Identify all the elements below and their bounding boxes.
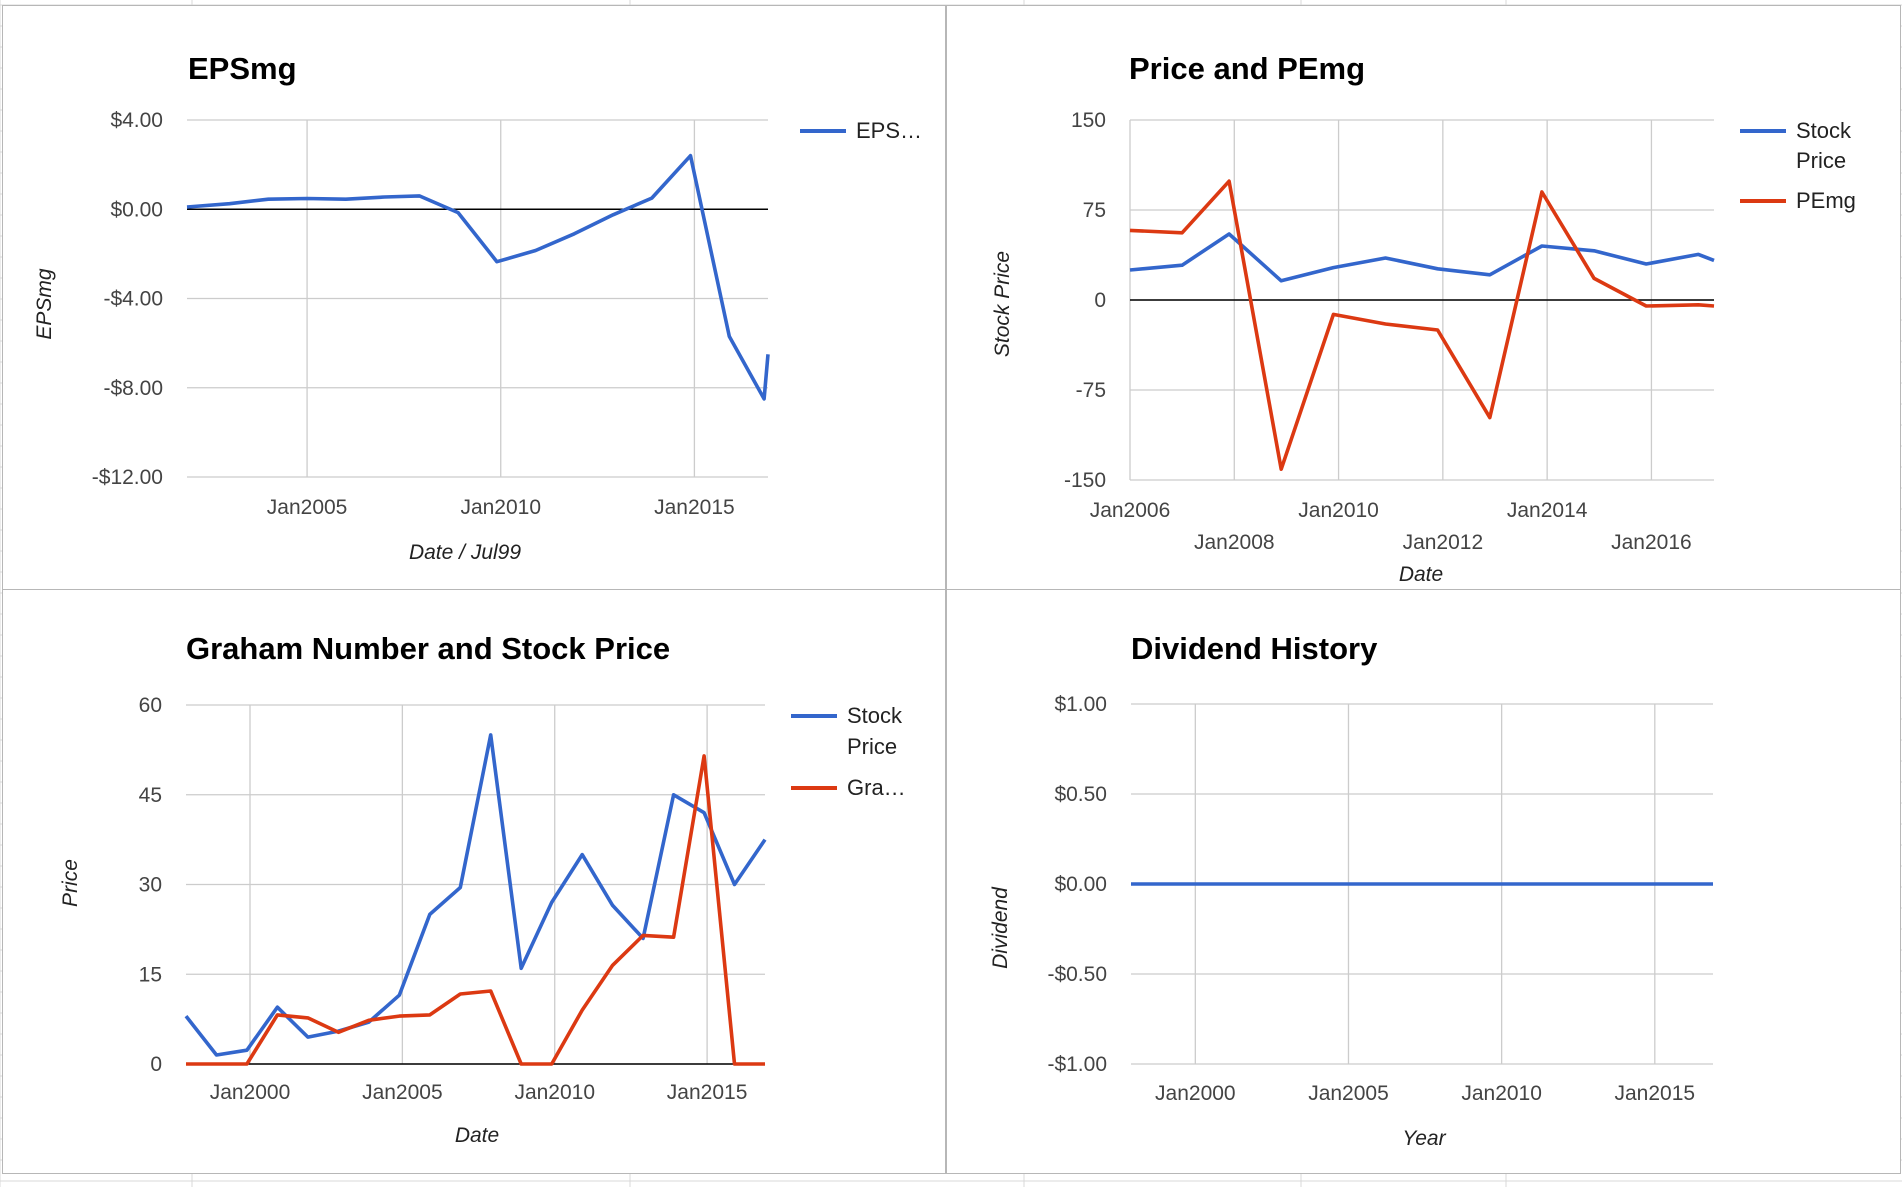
legend-entry: Price — [847, 734, 897, 759]
legend-entry: PEmg — [1796, 188, 1856, 213]
y-tick-label: 30 — [139, 874, 162, 897]
y-tick-label: -$8.00 — [103, 377, 163, 400]
series-line-stock-price — [184, 733, 767, 1057]
x-tick-label: Jan2014 — [1507, 499, 1588, 522]
x-tick-label: Jan2010 — [1298, 499, 1379, 522]
y-tick-label: 150 — [1071, 109, 1106, 132]
series-line-pemg — [1129, 179, 1715, 472]
price-pemg-chart-svg: Price and PEmg 150 75 0 -75 -150 Jan2006 Jan20… — [991, 51, 1856, 586]
y-axis-label: Stock Price — [991, 251, 1014, 357]
y-tick-label: $0.50 — [1054, 783, 1107, 806]
dividend-history-chart-svg: Dividend History $1.00 $0.50 $0.00 -$0.50 -$… — [989, 631, 1714, 1150]
y-axis-label: EPSmg — [33, 268, 56, 340]
x-tick-label: Jan2015 — [1615, 1082, 1696, 1105]
legend-entry: Stock — [1796, 118, 1852, 143]
legend-entry: Stock — [847, 703, 903, 728]
dividend-history-chart-panel[interactable]: Dividend History $1.00 $0.50 $0.00 -$0.50 -$… — [946, 589, 1901, 1174]
x-tick-label: Jan2005 — [362, 1081, 443, 1104]
x-axis-label: Date — [1399, 563, 1443, 586]
y-tick-label: $1.00 — [1054, 693, 1107, 716]
series-line-stock-price — [1129, 232, 1715, 283]
chart-title: EPSmg — [188, 51, 297, 86]
y-tick-label: $4.00 — [110, 109, 163, 132]
chart-title: Dividend History — [1131, 631, 1378, 666]
x-tick-label: Jan2000 — [1155, 1082, 1236, 1105]
chart-title: Graham Number and Stock Price — [186, 631, 670, 666]
y-tick-label: -$1.00 — [1047, 1053, 1107, 1076]
y-tick-label: 75 — [1083, 199, 1106, 222]
x-tick-label: Jan2016 — [1611, 531, 1692, 554]
chart-title: Price and PEmg — [1129, 51, 1365, 86]
x-tick-label: Jan2006 — [1090, 499, 1171, 522]
x-axis-label: Year — [1402, 1127, 1446, 1150]
y-axis-label: Price — [59, 859, 82, 907]
y-tick-label: -$4.00 — [103, 288, 163, 311]
price-pemg-chart-panel[interactable]: Price and PEmg 150 75 0 -75 -150 Jan2006 Jan20… — [946, 5, 1901, 590]
y-tick-label: -150 — [1064, 469, 1106, 492]
y-axis-label: Dividend — [989, 886, 1012, 969]
x-tick-label: Jan2015 — [654, 496, 735, 519]
legend-entry: Price — [1796, 148, 1846, 173]
y-tick-label: -$0.50 — [1047, 963, 1107, 986]
y-tick-label: 15 — [139, 963, 162, 986]
x-axis-label: Date / Jul99 — [409, 541, 521, 564]
x-tick-label: Jan2010 — [514, 1081, 595, 1104]
y-tick-label: 60 — [139, 694, 162, 717]
eps-chart-panel[interactable]: EPSmg $4.00 $0.00 -$4.00 -$8.00 -$12.00 Jan20… — [2, 5, 946, 590]
series-line-gra- — [186, 754, 765, 1066]
graham-number-chart-svg: Graham Number and Stock Price 60 45 30 15 0 J… — [59, 631, 906, 1147]
x-tick-label: Jan2000 — [210, 1081, 291, 1104]
legend-entry: Gra… — [847, 775, 906, 800]
x-axis-label: Date — [455, 1124, 499, 1147]
y-tick-label: $0.00 — [1054, 873, 1107, 896]
x-tick-label: Jan2015 — [667, 1081, 748, 1104]
x-tick-label: Jan2008 — [1194, 531, 1275, 554]
y-tick-label: -$12.00 — [92, 466, 163, 489]
y-tick-label: 45 — [139, 784, 162, 807]
legend-entry: EPS… — [856, 118, 922, 143]
x-tick-label: Jan2010 — [1461, 1082, 1542, 1105]
y-tick-label: $0.00 — [110, 198, 163, 221]
y-tick-label: 0 — [1094, 289, 1106, 312]
x-tick-label: Jan2005 — [1308, 1082, 1389, 1105]
series-line-eps- — [186, 153, 770, 401]
eps-chart-svg: EPSmg $4.00 $0.00 -$4.00 -$8.00 -$12.00 Jan20… — [33, 51, 922, 564]
graham-number-chart-panel[interactable]: Graham Number and Stock Price 60 45 30 15 0 J… — [2, 589, 946, 1174]
y-tick-label: -75 — [1076, 379, 1106, 402]
y-tick-label: 0 — [150, 1053, 162, 1076]
x-tick-label: Jan2012 — [1403, 531, 1484, 554]
x-tick-label: Jan2010 — [460, 496, 541, 519]
x-tick-label: Jan2005 — [267, 496, 348, 519]
